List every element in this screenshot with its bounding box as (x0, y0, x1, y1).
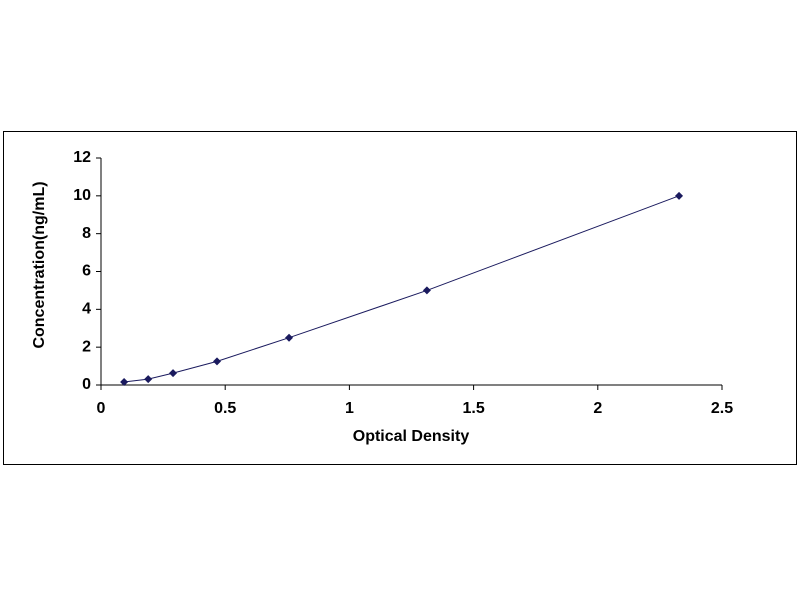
x-tick-label: 2.5 (711, 400, 733, 417)
data-point (675, 191, 684, 200)
data-point (169, 369, 178, 378)
data-point (144, 375, 153, 384)
x-tick-label: 0.5 (214, 400, 236, 417)
y-tick-label: 0 (82, 376, 91, 393)
data-point (285, 333, 294, 342)
x-axis-title: Optical Density (353, 428, 470, 445)
y-tick-label: 12 (73, 149, 91, 166)
y-tick-label: 6 (82, 263, 91, 280)
x-tick-label: 1.5 (462, 400, 484, 417)
y-tick-label: 2 (82, 338, 91, 355)
data-point (422, 286, 431, 295)
x-tick-label: 1 (345, 400, 354, 417)
y-tick-label: 4 (82, 301, 91, 318)
x-tick-label: 0 (97, 400, 106, 417)
y-tick-label: 10 (73, 187, 91, 204)
chart-frame (3, 131, 797, 465)
x-tick-label: 2 (593, 400, 602, 417)
data-point (213, 357, 222, 366)
y-axis-title: Concentration(ng/mL) (31, 181, 48, 348)
data-point (120, 377, 129, 386)
y-tick-label: 8 (82, 225, 91, 242)
